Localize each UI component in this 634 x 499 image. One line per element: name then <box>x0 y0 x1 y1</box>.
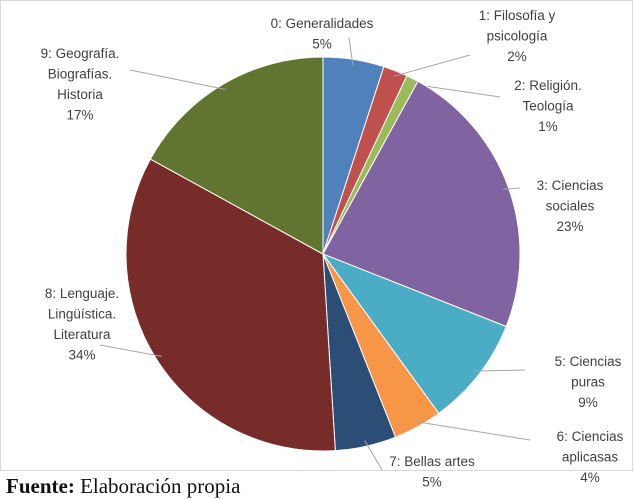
leader-line <box>99 344 162 357</box>
data-label-category: 0: Generalidades <box>271 16 374 31</box>
data-label-value: 4% <box>580 470 600 485</box>
label-line: psicología <box>487 29 548 44</box>
source-label: Fuente: <box>6 474 75 498</box>
data-label-value: 9% <box>578 395 598 410</box>
label-line: aplicasas <box>562 450 619 465</box>
source-text: Elaboración propia <box>80 474 241 498</box>
pie-slice <box>321 252 507 415</box>
data-label-value: 1% <box>538 119 558 134</box>
label-line: 6: Ciencias <box>557 429 624 444</box>
data-label-value: 34% <box>68 348 95 363</box>
leader-line <box>393 54 471 77</box>
label-line: puras <box>571 375 605 390</box>
data-label-category: 6: Ciencias aplicasas <box>557 429 624 465</box>
label-line: 7: Bellas artes <box>389 454 475 469</box>
data-label-value: 23% <box>556 219 583 234</box>
leader-line <box>473 369 526 372</box>
data-label-category: 2: Religión. Teología <box>514 78 582 114</box>
data-label-value: 5% <box>312 37 332 52</box>
leader-line <box>348 37 354 66</box>
leader-line <box>129 69 226 91</box>
pie-slice <box>322 80 521 328</box>
leader-line <box>364 440 383 471</box>
label-line: Lingüística. <box>48 307 116 322</box>
label-line: Historia <box>57 87 103 102</box>
data-label-value: 17% <box>66 108 93 123</box>
label-line: Teología <box>522 99 574 114</box>
data-label-value: 5% <box>422 475 442 490</box>
label-line: Biografías. <box>48 67 113 82</box>
data-label-category: 5: Ciencias puras <box>555 354 622 390</box>
leader-line <box>414 420 531 441</box>
label-line: Literatura <box>53 327 111 342</box>
pie-slice <box>149 56 324 255</box>
label-line: 3: Ciencias <box>537 178 604 193</box>
data-label-category: 7: Bellas artes <box>389 454 475 469</box>
data-label-category: 8: Lenguaje. Lingüística. Literatura <box>45 286 119 342</box>
label-line: 8: Lenguaje. <box>45 286 119 301</box>
data-label-category: 1: Filosofía y psicología <box>479 8 556 44</box>
label-line: sociales <box>546 199 595 214</box>
label-line: 5: Ciencias <box>555 354 622 369</box>
data-label-value: 2% <box>507 49 527 64</box>
data-label-category: 9: Geografía. Biografías. Historia <box>41 46 120 102</box>
label-line: 0: Generalidades <box>271 16 374 31</box>
leader-line <box>502 187 521 190</box>
label-line: 1: Filosofía y <box>479 8 556 23</box>
label-line: 2: Religión. <box>514 78 582 93</box>
data-label-category: 3: Ciencias sociales <box>537 178 604 214</box>
label-line: 9: Geografía. <box>41 46 120 61</box>
source-note: Fuente: Elaboración propia <box>6 474 240 499</box>
